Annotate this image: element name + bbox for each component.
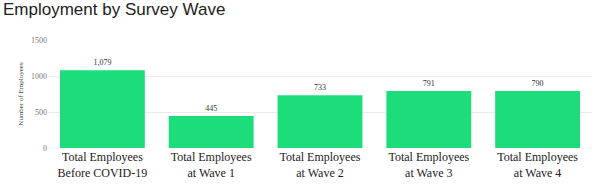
svg-text:0: 0 — [43, 144, 47, 153]
svg-text:Total EmployeesBefore COVID-19: Total EmployeesBefore COVID-19 — [58, 150, 148, 180]
svg-text:1,079: 1,079 — [93, 58, 111, 67]
svg-text:733: 733 — [314, 83, 326, 92]
svg-text:Total Employeesat Wave 4: Total Employeesat Wave 4 — [497, 150, 578, 180]
svg-text:Employment by Survey Wave: Employment by Survey Wave — [3, 0, 225, 19]
svg-text:Total Employeesat Wave 2: Total Employeesat Wave 2 — [280, 150, 361, 180]
svg-text:Total Employeesat Wave 3: Total Employeesat Wave 3 — [388, 150, 469, 180]
svg-text:1500: 1500 — [31, 36, 47, 45]
svg-text:500: 500 — [35, 108, 47, 117]
svg-text:445: 445 — [205, 104, 217, 113]
svg-text:791: 791 — [423, 79, 435, 88]
svg-text:Number of Employees: Number of Employees — [17, 62, 25, 126]
svg-text:1000: 1000 — [31, 72, 47, 81]
svg-text:Total Employeesat Wave 1: Total Employeesat Wave 1 — [171, 150, 252, 180]
svg-text:790: 790 — [532, 79, 544, 88]
